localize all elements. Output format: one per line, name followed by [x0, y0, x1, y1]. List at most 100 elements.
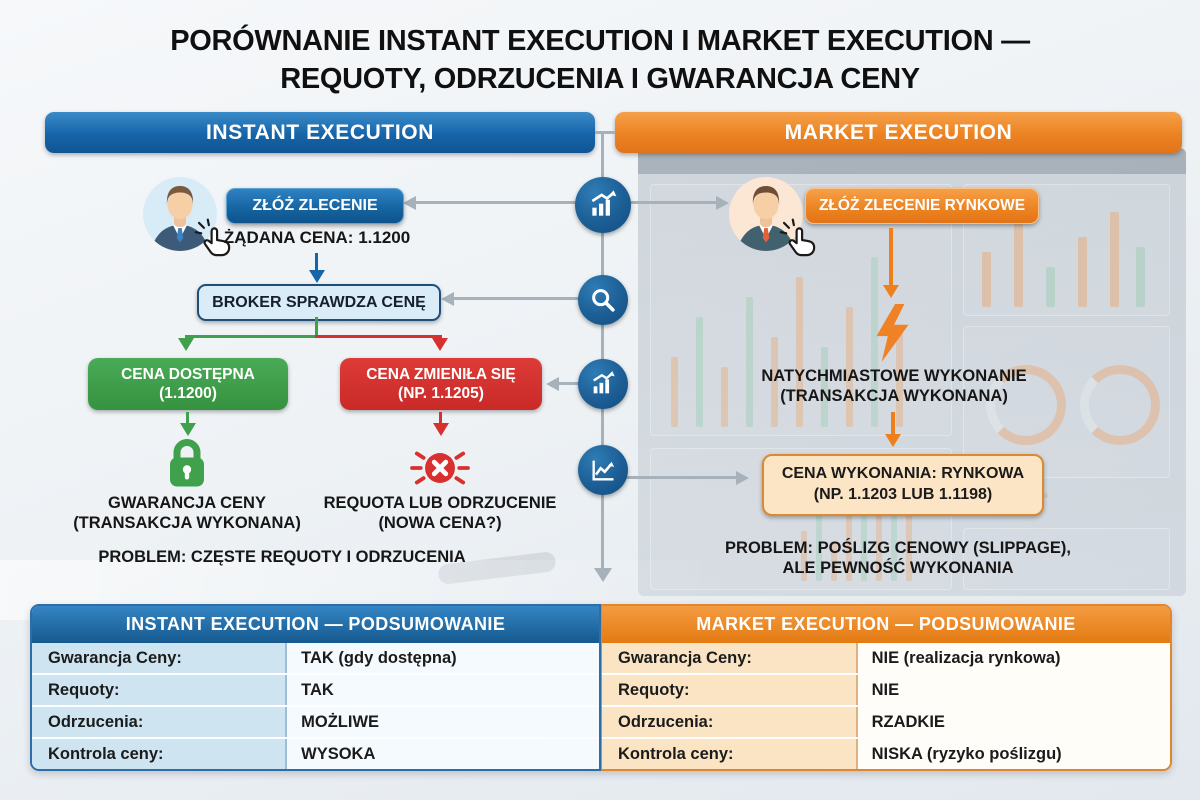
center-spine-line: [601, 133, 604, 570]
step4-circle: [578, 445, 628, 495]
line-chart-icon: [592, 460, 615, 481]
arrow-order-to-broker-stem: [315, 253, 318, 271]
center-spine-arrowhead: [594, 568, 612, 582]
broker-split-stem: [315, 317, 318, 337]
table-row: Kontrola ceny: WYSOKA: [32, 739, 599, 769]
table-row: Odrzucenia: MOŻLIWE: [32, 707, 599, 739]
execution-line1: NATYCHMIASTOWE WYKONANIE: [761, 367, 1027, 385]
place-market-order-label: ZŁÓŻ ZLECENIE RYNKOWE: [818, 197, 1026, 214]
arrow-to-price-available: [178, 338, 194, 351]
arrow-changed-to-reject-head: [432, 423, 449, 436]
guarantee-line2: (TRANSAKCJA WYKONANA): [73, 513, 301, 532]
connector-step2-left-arrow: [441, 292, 454, 306]
price-changed-box: CENA ZMIENIŁA SIĘ (NP. 1.1205): [340, 358, 542, 410]
instant-header-label: INSTANT EXECUTION: [206, 120, 434, 144]
place-order-label: ZŁÓŻ ZLECENIE: [252, 197, 378, 214]
price-available-box: CENA DOSTĘPNA (1.1200): [88, 358, 288, 410]
header-connector-line: [595, 131, 615, 134]
connector-step1-right: [628, 201, 718, 204]
place-market-order-button: ZŁÓŻ ZLECENIE RYNKOWE: [805, 188, 1039, 224]
row-label: Odrzucenia:: [602, 707, 858, 737]
chart-growth-icon: [593, 371, 615, 394]
row-label: Kontrola ceny:: [32, 739, 288, 769]
connector-step1-left-arrow: [403, 196, 416, 210]
place-order-button: ZŁÓŻ ZLECENIE: [226, 188, 404, 224]
table-row: Gwarancja Ceny: NIE (realizacja rynkowa): [602, 643, 1170, 675]
price-available-line2: (1.1200): [159, 385, 217, 402]
lock-icon: [170, 439, 204, 487]
summary-table: INSTANT EXECUTION — PODSUMOWANIE Gwaranc…: [30, 604, 1172, 771]
market-summary-header-label: MARKET EXECUTION — PODSUMOWANIE: [696, 614, 1076, 634]
row-value: NIE: [857, 675, 1170, 705]
market-header-label: MARKET EXECUTION: [784, 120, 1013, 144]
title-line-2: REQUOTY, ODRZUCENIA I GWARANCJA CENY: [280, 63, 920, 96]
title-line-1: PORÓWNANIE INSTANT EXECUTION I MARKET EX…: [170, 25, 1030, 57]
page-title: PORÓWNANIE INSTANT EXECUTION I MARKET EX…: [0, 22, 1200, 99]
search-icon: [592, 289, 615, 312]
arrow-changed-to-reject-stem: [439, 412, 442, 424]
market-problem-label: PROBLEM: POŚLIZG CENOWY (SLIPPAGE), ALE …: [688, 539, 1108, 579]
arrow-available-to-lock-stem: [186, 412, 189, 424]
row-label: Odrzucenia:: [32, 707, 288, 737]
market-problem-line2: ALE PEWNOŚĆ WYKONANIA: [782, 558, 1014, 577]
chart-growth-icon: [591, 190, 617, 216]
click-cursor-icon: [194, 218, 231, 257]
instant-execution-header: INSTANT EXECUTION: [45, 112, 595, 153]
row-value: WYSOKA: [287, 739, 599, 769]
row-label: Requoty:: [32, 675, 288, 705]
execution-line2: (TRANSAKCJA WYKONANA): [780, 386, 1008, 405]
broker-split-left-line: [185, 335, 317, 338]
lightning-bolt-icon: [876, 304, 909, 362]
market-summary-table: MARKET EXECUTION — PODSUMOWANIE Gwarancj…: [601, 604, 1172, 771]
instant-summary-header-label: INSTANT EXECUTION — PODSUMOWANIE: [125, 614, 506, 634]
table-row: Gwarancja Ceny: TAK (gdy dostępna): [32, 643, 599, 675]
row-value: TAK (gdy dostępna): [287, 643, 599, 673]
row-value: RZADKIE: [857, 707, 1170, 737]
arrow-market-order-stem: [889, 228, 893, 286]
instant-problem-label: PROBLEM: CZĘSTE REQUOTY I ODRZUCENIA: [98, 548, 466, 566]
arrow-execution-to-price-stem: [891, 412, 895, 435]
requote-line2: (NOWA CENA?): [378, 513, 502, 532]
price-available-line1: CENA DOSTĘPNA: [121, 365, 255, 383]
execution-price-box: CENA WYKONANIA: RYNKOWA (NP. 1.1203 LUB …: [762, 454, 1044, 516]
price-changed-line1: CENA ZMIENIŁA SIĘ: [366, 365, 516, 383]
row-value: NIE (realizacja rynkowa): [857, 643, 1170, 673]
table-row: Requoty: NIE: [602, 675, 1170, 707]
row-label: Kontrola ceny:: [602, 739, 858, 769]
table-row: Odrzucenia: RZADKIE: [602, 707, 1170, 739]
step3-circle: [578, 359, 628, 409]
market-problem-line1: PROBLEM: POŚLIZG CENOWY (SLIPPAGE),: [725, 539, 1071, 557]
connector-step2-left: [453, 297, 581, 300]
table-row: Kontrola ceny: NISKA (ryzyko poślizgu): [602, 739, 1170, 769]
requested-price-label: ŻĄDANA CENA: 1.1200: [223, 228, 411, 247]
connector-step3-left: [558, 382, 582, 385]
row-value: TAK: [287, 675, 599, 705]
broker-check-box: BROKER SPRAWDZA CENĘ: [197, 284, 441, 321]
table-row: Requoty: TAK: [32, 675, 599, 707]
row-value: NISKA (ryzyko poślizgu): [857, 739, 1170, 769]
row-label: Gwarancja Ceny:: [32, 643, 288, 673]
execution-price-line2: (NP. 1.1203 LUB 1.1198): [813, 486, 993, 503]
broker-check-label: BROKER SPRAWDZA CENĘ: [212, 293, 426, 311]
instant-summary-header: INSTANT EXECUTION — PODSUMOWANIE: [32, 606, 599, 643]
requote-line1: REQUOTA LUB ODRZUCENIE: [323, 494, 557, 512]
price-changed-line2: (NP. 1.1205): [398, 385, 484, 402]
arrow-execution-to-price-head: [885, 434, 901, 447]
guarantee-label: GWARANCJA CENY (TRANSAKCJA WYKONANA): [56, 494, 318, 534]
row-value: MOŻLIWE: [287, 707, 599, 737]
click-cursor-icon: [779, 218, 816, 257]
arrow-available-to-lock-head: [179, 423, 196, 436]
market-summary-header: MARKET EXECUTION — PODSUMOWANIE: [602, 606, 1170, 643]
instant-execution-result-label: NATYCHMIASTOWE WYKONANIE (TRANSAKCJA WYK…: [738, 367, 1050, 407]
market-execution-header: MARKET EXECUTION: [615, 112, 1182, 153]
execution-price-line1: CENA WYKONANIA: RYNKOWA: [781, 465, 1025, 483]
reject-burst-icon: [410, 451, 470, 485]
connector-step4-right-arrow: [736, 471, 749, 485]
row-label: Requoty:: [602, 675, 858, 705]
connector-step4-right: [626, 476, 738, 479]
broker-split-right-line: [315, 335, 442, 338]
instant-summary-table: INSTANT EXECUTION — PODSUMOWANIE Gwaranc…: [30, 604, 601, 771]
row-label: Gwarancja Ceny:: [602, 643, 858, 673]
connector-step3-left-arrow: [546, 377, 559, 391]
step2-circle: [578, 275, 628, 325]
